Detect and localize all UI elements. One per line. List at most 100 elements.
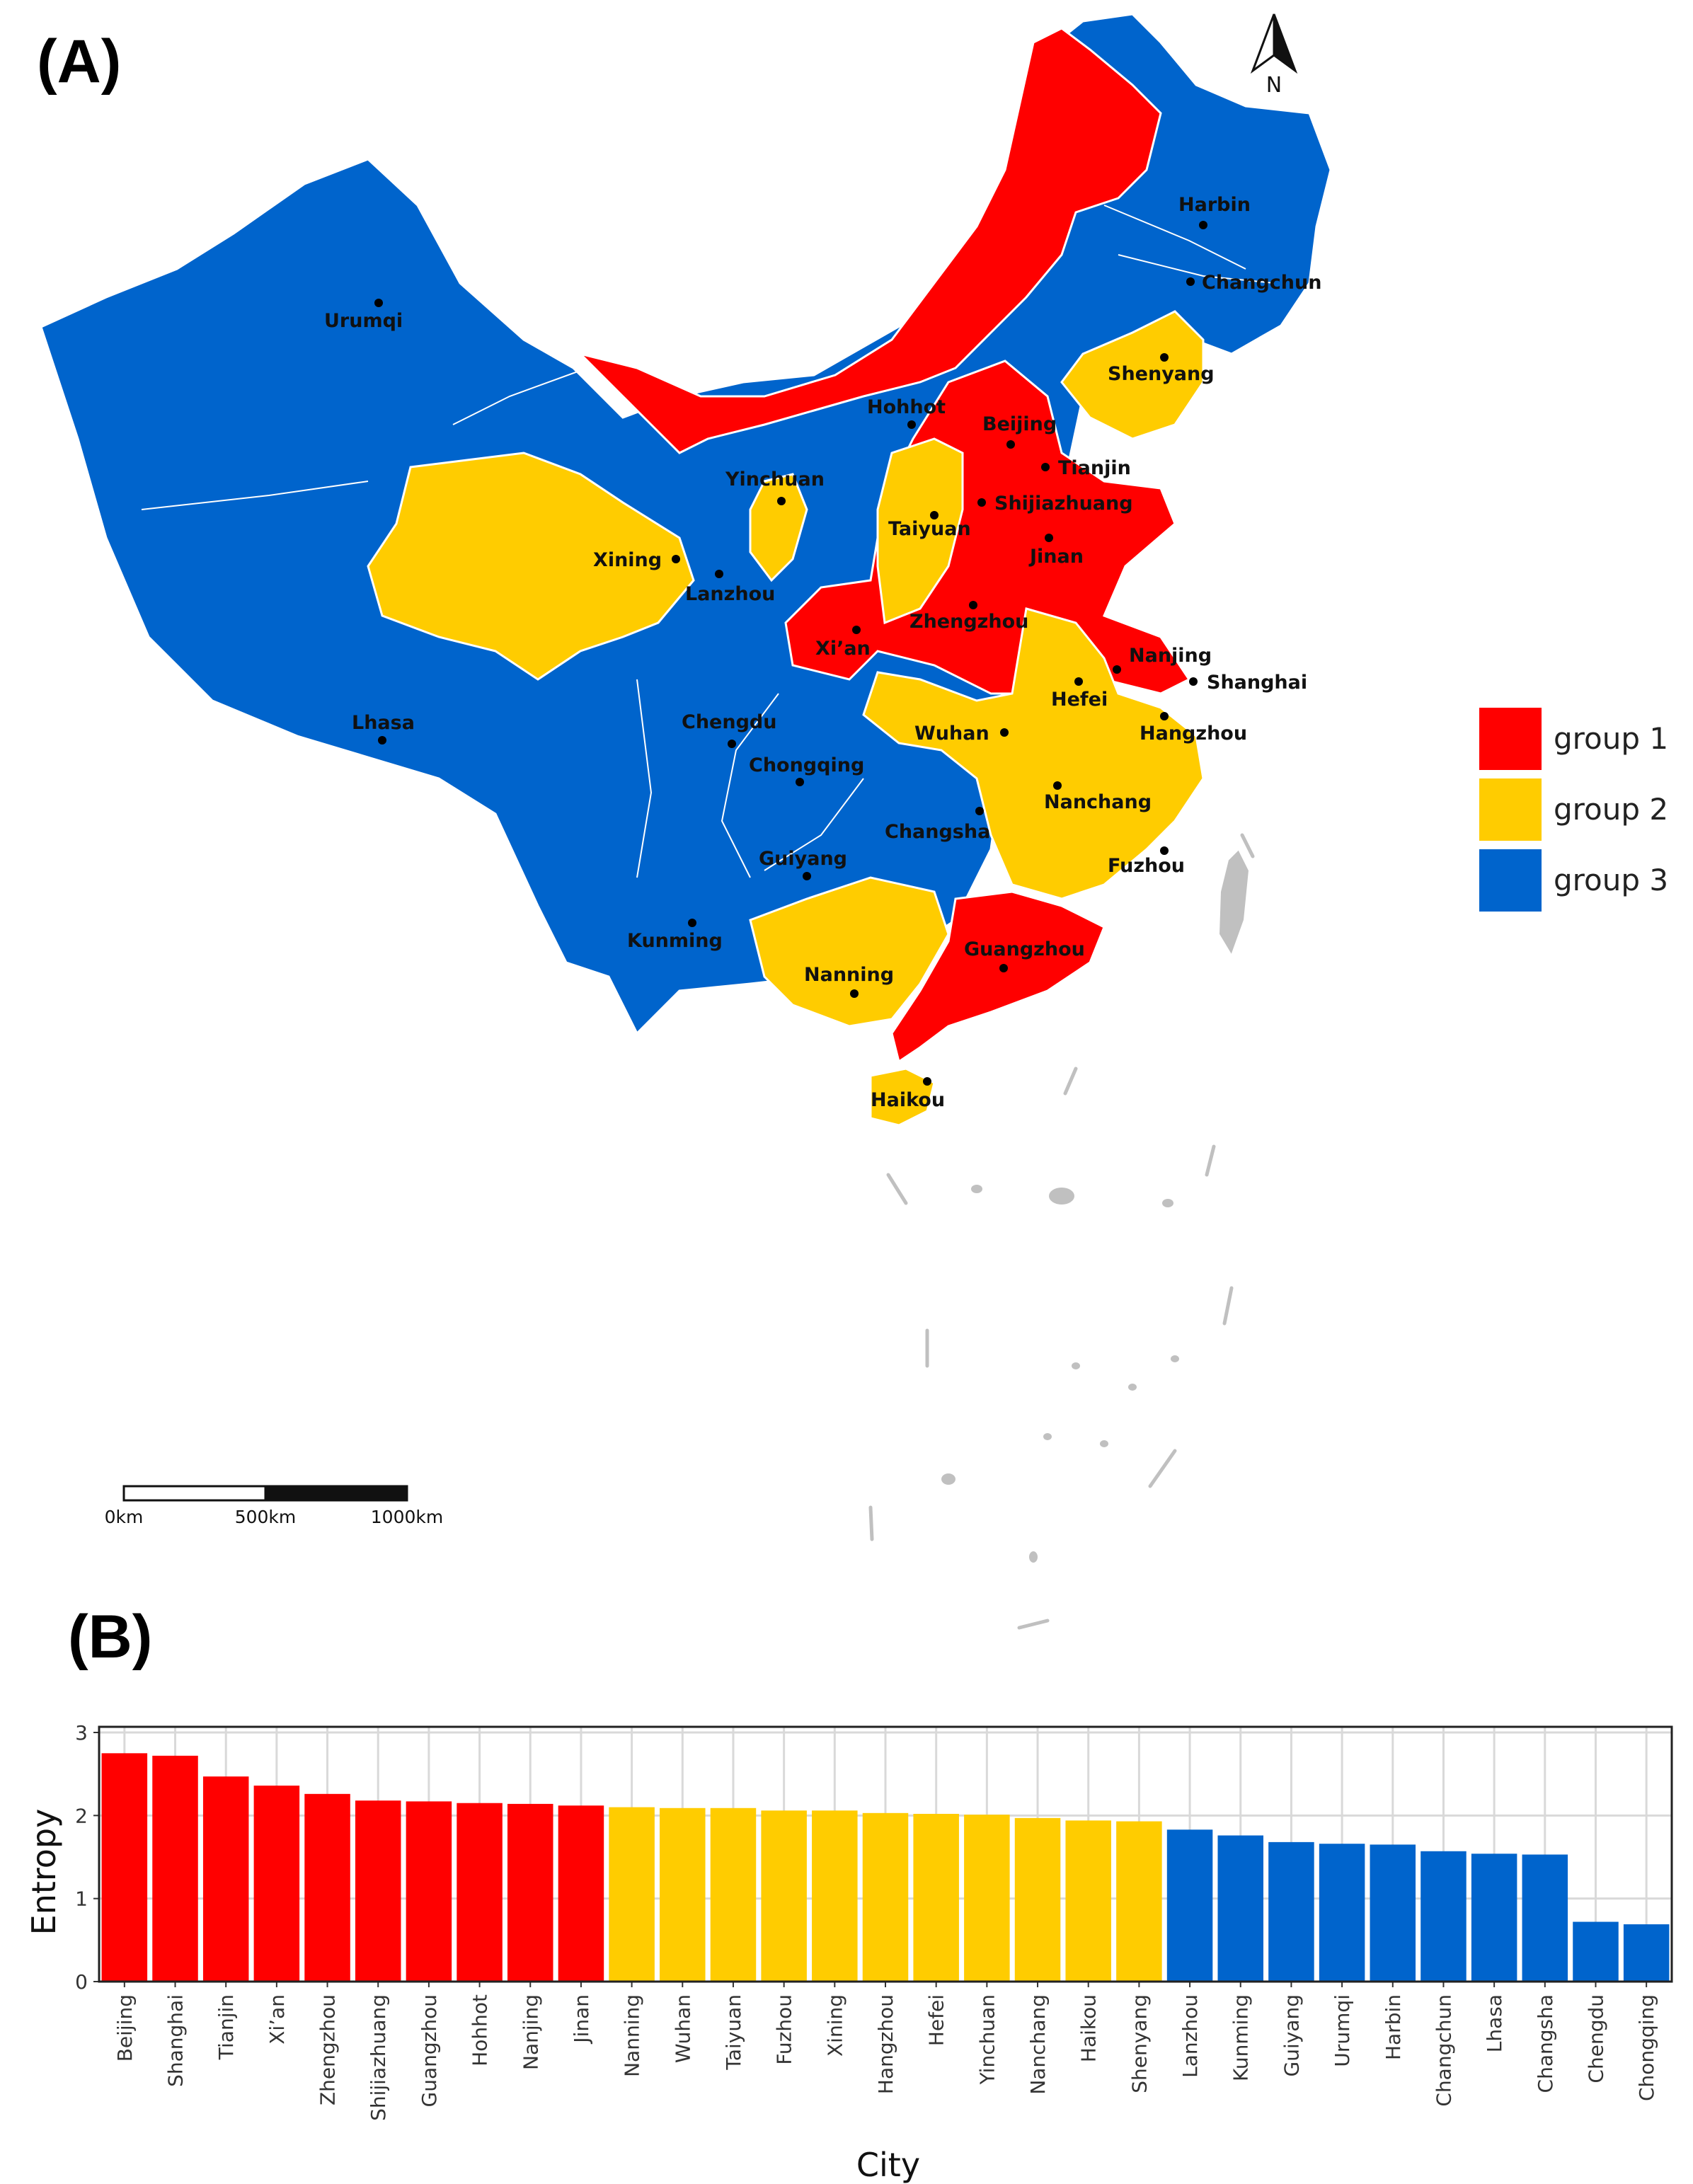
bar-nanchang xyxy=(1014,1817,1061,1982)
x-tick-label: Harbin xyxy=(1382,1994,1405,2060)
city-label-xian: Xi’an xyxy=(815,638,871,660)
bar-kunming xyxy=(1217,1835,1263,1982)
scale-bar: 0km 500km 1000km xyxy=(105,1485,443,1527)
bar-hohhot xyxy=(457,1803,503,1982)
bar-urumqi xyxy=(1319,1844,1365,1982)
city-label-haikou: Haikou xyxy=(871,1089,945,1111)
panel-a-label: (A) xyxy=(37,28,122,96)
bar-xining xyxy=(812,1810,858,1982)
bar-haikou xyxy=(1065,1820,1111,1982)
x-axis-title: City xyxy=(856,2146,920,2184)
city-marker-lanzhou: Lanzhou xyxy=(685,570,775,605)
city-label-beijing: Beijing xyxy=(982,413,1057,435)
bar-zhengzhou xyxy=(304,1793,350,1982)
north-label: N xyxy=(1266,73,1282,98)
city-label-hangzhou: Hangzhou xyxy=(1140,723,1247,745)
bar-changsha xyxy=(1522,1854,1568,1982)
bar-shenyang xyxy=(1116,1821,1162,1982)
x-tick-label: Fuzhou xyxy=(773,1994,796,2065)
bar-taiyuan xyxy=(710,1807,757,1982)
city-label-chengdu: Chengdu xyxy=(682,711,776,733)
region-group2-northeast xyxy=(1060,310,1205,440)
city-marker-chengdu: Chengdu xyxy=(682,711,776,748)
legend: group 1 group 2 group 3 xyxy=(1479,708,1668,912)
x-tick-label: Xi’an xyxy=(265,1994,289,2045)
city-label-taiyuan: Taiyuan xyxy=(888,518,971,540)
city-label-nanning: Nanning xyxy=(804,964,894,986)
legend-label-group1: group 1 xyxy=(1554,721,1668,756)
bar-hefei xyxy=(913,1813,959,1982)
legend-label-group3: group 3 xyxy=(1554,863,1668,897)
scale-label-0: 0km xyxy=(105,1507,144,1527)
city-marker-shijiazhuang: Shijiazhuang xyxy=(977,493,1133,515)
city-marker-zhengzhou: Zhengzhou xyxy=(909,601,1028,633)
x-tick-label: Changchun xyxy=(1432,1994,1455,2107)
bar-beijing xyxy=(101,1753,148,1982)
x-tick-label: Changsha xyxy=(1534,1994,1557,2093)
bar-shanghai xyxy=(152,1755,198,1982)
x-tick-label: Hohhot xyxy=(469,1994,492,2067)
city-marker-haikou: Haikou xyxy=(871,1077,945,1111)
x-tick-label: Chongqing xyxy=(1635,1994,1658,2101)
region-group2-shanxi xyxy=(876,437,964,625)
x-tick-label: Kunming xyxy=(1229,1994,1253,2081)
x-tick-label: Beijing xyxy=(113,1994,137,2062)
city-marker-changsha: Changsha xyxy=(885,807,990,843)
city-label-zhengzhou: Zhengzhou xyxy=(909,611,1028,633)
scale-label-1000: 1000km xyxy=(371,1507,443,1527)
city-label-yinchuan: Yinchuan xyxy=(725,469,825,490)
x-tick-label: Lhasa xyxy=(1483,1994,1506,2052)
bar-guangzhou xyxy=(406,1801,452,1982)
bar-changchun xyxy=(1421,1851,1467,1982)
city-label-hefei: Hefei xyxy=(1051,689,1108,711)
bar-wuhan xyxy=(660,1807,706,1982)
region-group1-north xyxy=(577,27,1162,454)
city-label-changsha: Changsha xyxy=(885,821,990,843)
bar-chengdu xyxy=(1573,1921,1619,1982)
city-label-xining: Xining xyxy=(593,549,662,571)
city-label-guangzhou: Guangzhou xyxy=(964,938,1085,960)
bar-fuzhou xyxy=(761,1810,807,1982)
region-group2-qinghai xyxy=(367,452,695,681)
x-tick-label: Shanghai xyxy=(164,1994,188,2087)
plot-border xyxy=(98,1725,1673,1983)
x-tick-label: Jinan xyxy=(570,1994,593,2045)
province-borders xyxy=(141,205,1275,878)
china-map: N 0km 500km 1000km group 1 group 2 group… xyxy=(40,13,1668,1630)
city-marker-nanjing: Nanjing xyxy=(1113,645,1212,674)
y-tick-label: 2 xyxy=(75,1804,88,1827)
bar-lanzhou xyxy=(1166,1829,1213,1982)
city-label-hohhot: Hohhot xyxy=(867,396,946,418)
region-group2-hainan xyxy=(869,1067,936,1127)
x-tick-label: Shijiazhuang xyxy=(367,1994,390,2121)
city-label-shenyang: Shenyang xyxy=(1108,363,1215,385)
x-tick-label: Guangzhou xyxy=(418,1994,441,2107)
city-marker-urumqi: Urumqi xyxy=(324,299,403,332)
city-label-harbin: Harbin xyxy=(1178,194,1251,216)
legend-swatch-group1 xyxy=(1479,708,1542,770)
city-marker-tianjin: Tianjin xyxy=(1041,457,1131,479)
city-label-shijiazhuang: Shijiazhuang xyxy=(994,493,1133,515)
city-label-wuhan: Wuhan xyxy=(914,723,989,745)
x-tick-label: Hefei xyxy=(925,1994,948,2046)
city-marker-taiyuan: Taiyuan xyxy=(888,511,971,540)
bar-lhasa xyxy=(1471,1853,1517,1982)
city-marker-hefei: Hefei xyxy=(1051,677,1108,711)
x-tick-label: Wuhan xyxy=(671,1994,694,2063)
bar-guiyang xyxy=(1268,1841,1314,1982)
entropy-bar-chart: Entropy City 0 1 2 3 Beijing Shanghai Tianjin X… xyxy=(25,1721,1673,2184)
scale-label-500: 500km xyxy=(235,1507,297,1527)
x-tick-label: Xining xyxy=(823,1994,846,2057)
city-marker-lhasa: Lhasa xyxy=(352,712,415,745)
city-marker-wuhan: Wuhan xyxy=(914,723,1009,745)
x-tick-label: Tianjin xyxy=(214,1994,238,2060)
legend-label-group2: group 2 xyxy=(1554,792,1668,827)
city-marker-kunming: Kunming xyxy=(627,919,723,952)
bar-xian xyxy=(253,1786,300,1982)
city-marker-xian: Xi’an xyxy=(815,626,871,660)
x-tick-label: Urumqi xyxy=(1331,1994,1354,2067)
city-label-urumqi: Urumqi xyxy=(324,310,403,332)
city-marker-xining: Xining xyxy=(593,549,680,571)
city-label-nanjing: Nanjing xyxy=(1129,645,1212,667)
x-tick-label: Nanning xyxy=(621,1994,644,2077)
